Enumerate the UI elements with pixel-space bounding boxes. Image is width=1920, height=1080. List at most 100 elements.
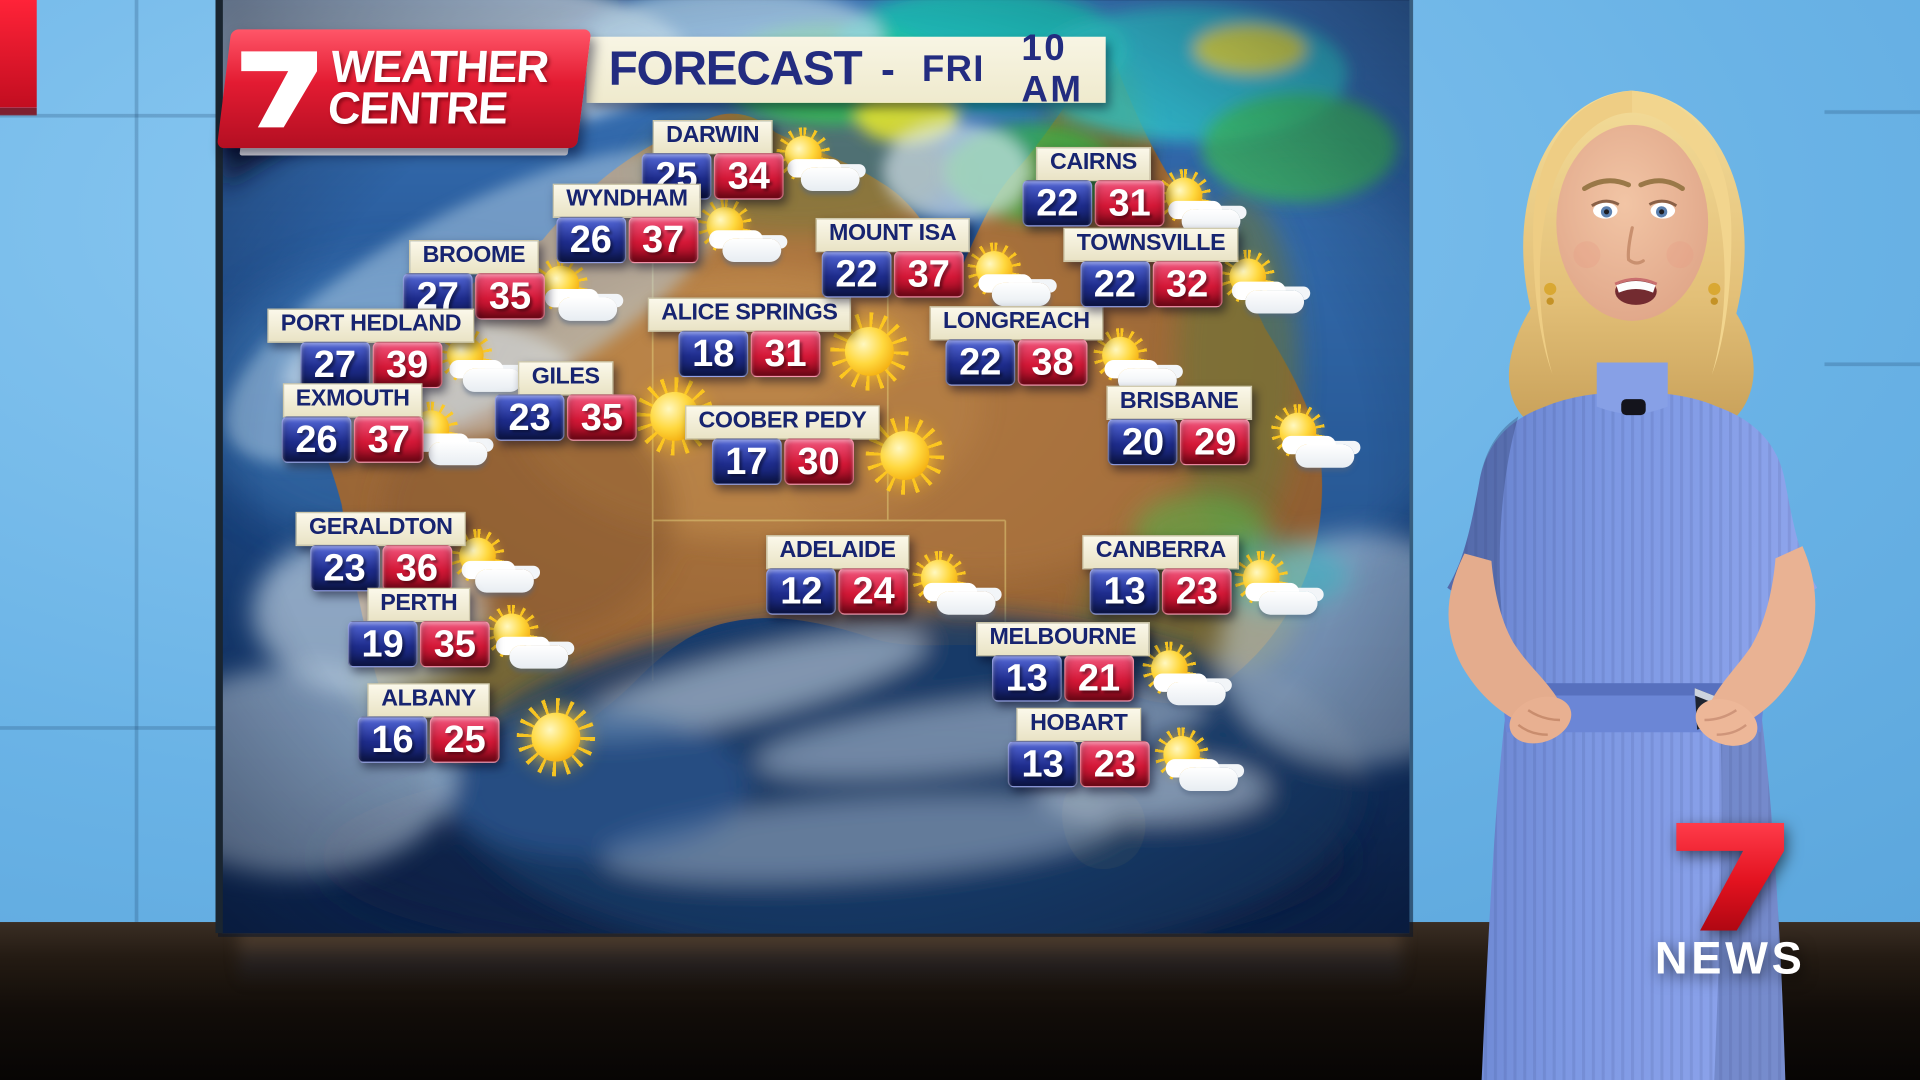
min-temp: 13 [1007, 740, 1078, 788]
city-temps: 22 31 [1022, 179, 1165, 227]
max-temp: 37 [353, 416, 424, 463]
presenter-right-hand [1509, 696, 1572, 744]
forecast-time: 10 AM [1021, 28, 1084, 111]
presenter-face [1556, 124, 1709, 321]
city-temps: 13 23 [1089, 568, 1232, 615]
city-temps: 22 37 [821, 250, 964, 298]
forecast-separator: - [881, 45, 895, 93]
sun-cloud-icon [1142, 641, 1226, 711]
city-name: GERALDTON [295, 511, 467, 546]
max-temp: 31 [750, 330, 821, 378]
presenter-hair-left [1533, 90, 1633, 375]
max-temp: 32 [1152, 260, 1223, 308]
city-temps: 13 21 [991, 654, 1134, 702]
city-name: LONGREACH [929, 306, 1104, 341]
min-temp: 23 [494, 394, 565, 441]
city-name: WYNDHAM [552, 183, 702, 218]
max-temp: 25 [429, 716, 500, 763]
weather-centre-logo: WEATHER CENTRE [216, 29, 592, 149]
city-name: MOUNT ISA [815, 217, 970, 253]
wall-seam [0, 726, 222, 730]
weather-presenter [1447, 90, 1818, 1080]
min-temp: 22 [945, 339, 1016, 386]
city-name: CAIRNS [1036, 146, 1151, 182]
city-name: HOBART [1016, 707, 1141, 742]
presenter-collar [1596, 362, 1668, 414]
city-temps: 26 37 [555, 216, 698, 264]
city-temps: 13 23 [1007, 740, 1150, 788]
presenter-right-forearm [1448, 553, 1564, 731]
earring-icon [1544, 282, 1557, 296]
sun-cloud-icon [1220, 249, 1305, 319]
min-temp: 12 [766, 568, 837, 615]
min-temp: 16 [357, 716, 428, 763]
wall-seam [1824, 110, 1920, 114]
min-temp: 22 [1022, 179, 1093, 227]
sun-cloud-icon [1154, 727, 1238, 796]
city-forecast-townsville: TOWNSVILLE 22 32 [1063, 227, 1239, 308]
presenter-hair-right [1632, 90, 1732, 375]
seven-news-watermark: NEWS [1643, 822, 1817, 985]
city-temps: 26 37 [281, 416, 424, 463]
city-forecast-adelaide: ADELAIDE 12 24 [766, 535, 910, 615]
max-temp: 31 [1094, 179, 1165, 227]
city-temps: 22 38 [945, 339, 1088, 386]
screen-bezel [215, 0, 223, 934]
sun-cloud-icon [967, 242, 1051, 311]
max-temp: 39 [372, 341, 443, 389]
min-temp: 22 [821, 250, 892, 298]
max-temp: 37 [893, 250, 964, 298]
min-temp: 19 [347, 620, 418, 668]
city-temps: 20 29 [1108, 418, 1251, 466]
wall-seam [134, 0, 139, 923]
city-forecast-cairns: CAIRNS 22 31 [1022, 146, 1165, 227]
city-temps: 16 25 [357, 716, 500, 763]
city-name: ADELAIDE [766, 535, 910, 570]
max-temp: 34 [713, 152, 784, 200]
max-temp: 29 [1180, 418, 1251, 466]
max-temp: 36 [382, 544, 452, 592]
city-temps: 23 36 [309, 544, 452, 592]
city-temps: 12 24 [766, 568, 909, 615]
city-temps: 19 35 [347, 620, 490, 668]
max-temp: 37 [628, 216, 698, 264]
presenter-left-hand [1695, 699, 1758, 746]
min-temp: 23 [309, 544, 380, 592]
sun-cloud-icon [484, 604, 569, 674]
min-temp: 26 [555, 216, 626, 264]
studio-red-panel-edge [0, 107, 37, 116]
city-forecast-geraldton: GERALDTON 23 36 [295, 511, 467, 592]
sun-cloud-icon [1271, 404, 1355, 473]
city-name: BROOME [409, 240, 539, 275]
city-name: PERTH [366, 587, 471, 622]
min-temp: 13 [1089, 568, 1160, 615]
min-temp: 22 [1080, 260, 1150, 308]
sun-icon [830, 312, 909, 391]
wall-seam [0, 113, 222, 118]
max-temp: 35 [566, 394, 637, 441]
city-forecast-mount-isa: MOUNT ISA 22 37 [815, 217, 970, 298]
city-forecast-alice-springs: ALICE SPRINGS 18 31 [647, 297, 851, 378]
max-temp: 30 [783, 438, 854, 485]
city-forecast-wyndham: WYNDHAM 26 37 [552, 183, 702, 264]
earring-icon [1708, 282, 1721, 296]
max-temp: 35 [420, 620, 490, 668]
forecast-title: FORECAST [608, 42, 863, 96]
city-forecast-canberra: CANBERRA 13 23 [1082, 535, 1240, 615]
sun-cloud-icon [776, 127, 860, 196]
channel-7-icon [1676, 822, 1785, 931]
sun-cloud-icon [533, 257, 618, 326]
sun-cloud-icon [1157, 168, 1241, 238]
city-name: COOBER PEDY [685, 405, 880, 440]
brand-line2: CENTRE [326, 83, 509, 135]
studio-red-panel [0, 0, 37, 108]
city-name: GILES [518, 361, 614, 396]
city-name: DARWIN [652, 120, 773, 155]
min-temp: 17 [711, 438, 782, 485]
max-temp: 23 [1080, 740, 1150, 788]
city-forecast-giles: GILES 23 35 [494, 361, 637, 441]
city-forecast-perth: PERTH 19 35 [347, 587, 490, 668]
max-temp: 38 [1017, 339, 1088, 386]
city-forecast-port-hedland: PORT HEDLAND 27 39 [267, 308, 475, 389]
